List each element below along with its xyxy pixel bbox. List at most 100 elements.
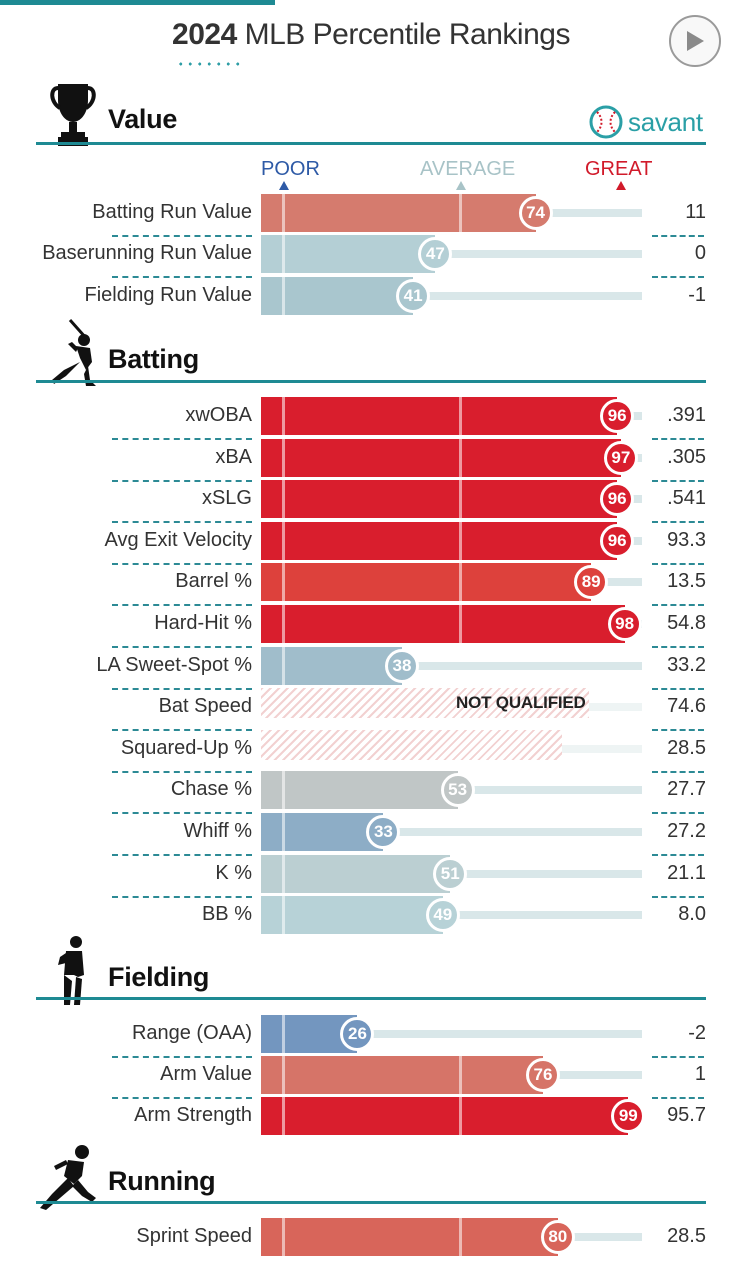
poor-tick xyxy=(282,1056,285,1095)
row-divider-right xyxy=(652,276,704,278)
poor-tick xyxy=(282,896,285,935)
average-tick xyxy=(459,1056,462,1095)
percentile-circle[interactable]: 76 xyxy=(525,1058,560,1093)
metric-value: 21.1 xyxy=(667,861,706,884)
percentile-circle[interactable]: 74 xyxy=(518,196,553,230)
metric-label: Sprint Speed xyxy=(136,1225,252,1247)
percentile-circle[interactable]: 41 xyxy=(396,278,431,313)
row-divider-right xyxy=(652,646,704,649)
row-divider-left xyxy=(112,854,252,857)
row-divider-right xyxy=(652,521,704,524)
metric-label: LA Sweet-Spot % xyxy=(96,653,252,676)
metric-value: 13.5 xyxy=(667,570,706,593)
table-row: Whiff % 33 27.2 xyxy=(0,813,742,857)
savant-text: savant xyxy=(628,106,703,137)
percentile-bar xyxy=(261,563,592,602)
savant-logo[interactable]: savant xyxy=(588,104,703,140)
percentile-bar xyxy=(261,771,458,810)
percentile-track xyxy=(261,828,642,836)
poor-tick xyxy=(282,235,285,274)
row-divider-left xyxy=(112,1096,252,1099)
row-divider-left xyxy=(112,770,252,773)
percentile-circle[interactable]: 98 xyxy=(607,607,642,641)
row-divider-left xyxy=(112,729,252,732)
metric-label: Squared-Up % xyxy=(120,736,252,759)
table-row: K % 51 21.1 xyxy=(0,854,742,898)
title-year: 2024 xyxy=(172,18,237,51)
percentile-circle[interactable]: 80 xyxy=(540,1220,575,1254)
metric-value: 93.3 xyxy=(667,528,706,551)
percentile-circle[interactable]: 99 xyxy=(611,1099,646,1134)
row-divider-left xyxy=(112,687,252,690)
poor-tick xyxy=(282,397,285,435)
poor-tick xyxy=(282,605,285,643)
percentile-circle[interactable]: 26 xyxy=(340,1017,375,1051)
metric-label: Chase % xyxy=(170,778,252,801)
percentile-circle[interactable]: 89 xyxy=(574,565,609,600)
scale-marker-great xyxy=(616,181,626,190)
average-tick xyxy=(459,397,462,435)
row-divider-right xyxy=(652,1055,704,1058)
average-tick xyxy=(459,1218,462,1256)
row-divider-left xyxy=(112,276,252,278)
page-title: 2024 MLB Percentile Rankings xyxy=(0,18,742,52)
title-dots-decoration xyxy=(176,62,242,66)
table-row: Baserunning Run Value 47 0 xyxy=(0,235,742,278)
metric-value: .391 xyxy=(667,404,706,426)
table-row: Chase % 53 27.7 xyxy=(0,771,742,815)
metric-label: Fielding Run Value xyxy=(84,283,252,306)
percentile-bar xyxy=(261,1056,543,1095)
metric-value: 0 xyxy=(694,242,706,265)
percentile-circle[interactable]: 38 xyxy=(384,648,419,683)
not-qualified-hatch xyxy=(261,688,589,719)
play-button[interactable] xyxy=(669,15,721,67)
percentile-bar xyxy=(261,605,625,643)
metric-value: 11 xyxy=(685,201,706,223)
percentile-bar xyxy=(261,521,618,560)
percentile-circle[interactable]: 96 xyxy=(600,523,635,558)
percentile-circle[interactable]: 33 xyxy=(366,815,401,849)
metric-label: Batting Run Value xyxy=(92,201,252,223)
row-divider-left xyxy=(112,646,252,649)
metric-label: Baserunning Run Value xyxy=(42,242,252,265)
scale-label-poor: POOR xyxy=(261,158,320,180)
table-row: Hard-Hit % 98 54.8 xyxy=(0,605,742,649)
metric-value: -1 xyxy=(688,283,706,306)
row-divider-right xyxy=(652,770,704,773)
table-row: Range (OAA) 26 -2 xyxy=(0,1015,742,1058)
percentile-circle[interactable]: 47 xyxy=(418,237,453,272)
row-divider-right xyxy=(652,854,704,857)
percentile-bar xyxy=(261,480,618,519)
table-row: Sprint Speed 80 28.5 xyxy=(0,1218,742,1256)
section-divider-fielding xyxy=(36,997,706,1000)
section-title-fielding: Fielding xyxy=(108,962,210,992)
row-divider-right xyxy=(652,1096,704,1099)
section-divider-running xyxy=(36,1201,706,1204)
percentile-circle[interactable]: 97 xyxy=(603,440,638,475)
percentile-track xyxy=(261,661,642,670)
poor-tick xyxy=(282,480,285,519)
metric-value: 54.8 xyxy=(667,612,706,634)
metric-label: Barrel % xyxy=(175,570,252,593)
percentile-circle[interactable]: 96 xyxy=(600,399,635,433)
table-row: Squared-Up % 28.5 xyxy=(0,729,742,773)
metric-label: BB % xyxy=(201,903,252,926)
scale-label-average: AVERAGE xyxy=(420,158,516,180)
metric-label: Avg Exit Velocity xyxy=(104,528,252,551)
row-divider-left xyxy=(112,479,252,482)
row-divider-left xyxy=(112,438,252,441)
metric-value: 74.6 xyxy=(667,695,706,718)
poor-tick xyxy=(282,521,285,560)
percentile-circle[interactable]: 96 xyxy=(600,482,635,517)
percentile-bar xyxy=(261,813,384,851)
percentile-circle[interactable]: 49 xyxy=(425,898,460,933)
percentile-bar xyxy=(261,1218,558,1256)
table-row: Batting Run Value 74 11 xyxy=(0,194,742,237)
row-divider-left xyxy=(112,234,252,237)
table-row: BB % 49 8.0 xyxy=(0,896,742,935)
table-row: xSLG 96 .541 xyxy=(0,480,742,524)
table-row: Barrel % 89 13.5 xyxy=(0,563,742,607)
percentile-circle[interactable]: 51 xyxy=(433,856,468,891)
percentile-circle[interactable]: 53 xyxy=(440,773,475,808)
row-divider-left xyxy=(112,562,252,565)
